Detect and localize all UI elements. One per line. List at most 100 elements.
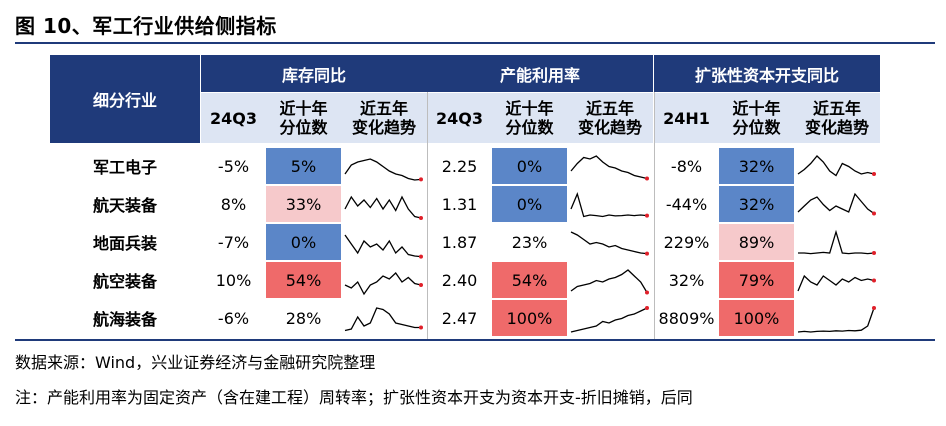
percentile-cell: 32% (719, 148, 794, 184)
percentile-cell: 54% (492, 262, 567, 298)
source-note: 数据来源：Wind，兴业证券经济与金融研究院整理 (15, 353, 376, 372)
sparkline-path (570, 155, 648, 180)
sparkline-end-dot (419, 177, 423, 182)
value-cell: 229% (663, 232, 710, 252)
sparkline-end-dot (419, 325, 423, 330)
table-top-rule (15, 42, 935, 44)
percentile-cell: 23% (511, 232, 548, 252)
value-cell: -44% (665, 194, 708, 214)
sparkline-path (344, 195, 422, 219)
footnote: 注：产能利用率为固定资产（含在建工程）周转率；扩张性资本开支为资本开支-折旧摊销… (15, 388, 693, 407)
percentile-cell: 0% (492, 186, 567, 222)
sparkline-end-dot (645, 306, 649, 310)
sparkline-path (344, 272, 422, 296)
percentile-cell: 5% (266, 148, 341, 184)
sparkline-end-dot (645, 176, 649, 181)
trend-sparkline (797, 274, 876, 292)
value-cell: 2.25 (441, 156, 478, 176)
sparkline-path (797, 307, 875, 333)
row-name: 航空装备 (92, 272, 157, 291)
percentile-cell: 100% (719, 300, 794, 336)
sparkline-path (570, 231, 648, 255)
value-cell: 8% (220, 194, 247, 214)
sparkline-end-dot (419, 254, 423, 259)
row-header-label: 细分行业 (50, 55, 200, 143)
trend-sparkline (797, 192, 876, 216)
trend-sparkline (344, 234, 423, 259)
value-cell: 32% (668, 270, 705, 290)
sparkline-path (344, 234, 422, 258)
trend-sparkline (797, 306, 876, 333)
percentile-cell: 32% (719, 186, 794, 222)
trend-sparkline (344, 272, 423, 296)
value-cell: 2.40 (441, 270, 478, 290)
subheader-0-1: 近十年 分位数 (266, 93, 341, 143)
trend-sparkline (570, 306, 649, 333)
row-name: 航海装备 (92, 310, 157, 329)
percentile-cell: 100% (492, 300, 567, 336)
subheader-1-2: 近五年 变化趋势 (567, 93, 653, 143)
percentile-cell: 33% (266, 186, 341, 222)
subheader-0-0: 24Q3 (201, 93, 266, 143)
table-bottom-rule (15, 339, 935, 341)
value-cell: 10% (215, 270, 252, 290)
trend-sparkline (344, 195, 423, 220)
trend-sparkline (570, 155, 649, 181)
row-name: 军工电子 (92, 158, 157, 177)
trend-sparkline (570, 269, 649, 295)
row-name: 地面兵装 (92, 234, 157, 253)
sparkline-end-dot (645, 213, 649, 218)
group-header-1: 产能利用率 (427, 55, 653, 92)
sparkline-end-dot (419, 216, 423, 220)
trend-sparkline (798, 229, 876, 255)
group-header-2: 扩张性资本开支同比 (654, 55, 880, 92)
value-cell: -8% (670, 156, 703, 176)
sparkline-path (570, 307, 648, 333)
percentile-cell: 54% (266, 262, 341, 298)
group-separator (654, 92, 655, 339)
sparkline-path (570, 269, 648, 293)
trend-sparkline (570, 192, 649, 218)
sparkline-end-dot (872, 172, 876, 176)
subheader-0-2: 近五年 变化趋势 (341, 93, 427, 143)
percentile-cell: 28% (285, 308, 322, 328)
sparkline-path (344, 158, 422, 181)
subheader-2-2: 近五年 变化趋势 (794, 93, 880, 143)
sparkline-path (797, 274, 875, 292)
subheader-1-0: 24Q3 (427, 93, 492, 143)
sparkline-end-dot (872, 278, 876, 283)
value-cell: -6% (217, 308, 250, 328)
percentile-cell: 89% (719, 224, 794, 260)
trend-sparkline (570, 231, 649, 256)
subheader-2-0: 24H1 (654, 93, 719, 143)
trend-sparkline (797, 155, 876, 177)
sparkline-path (344, 307, 421, 332)
sparkline-path (797, 155, 875, 177)
subheader-2-1: 近十年 分位数 (719, 93, 794, 143)
subheader-1-1: 近十年 分位数 (492, 93, 567, 143)
percentile-cell: 0% (492, 148, 567, 184)
group-separator (427, 92, 428, 339)
percentile-cell: 79% (719, 262, 794, 298)
value-cell: 1.31 (441, 194, 478, 214)
value-cell: -7% (217, 232, 250, 252)
row-name: 航天装备 (92, 196, 157, 215)
trend-sparkline (344, 307, 423, 332)
value-cell: 2.47 (441, 308, 478, 328)
sparkline-end-dot (645, 251, 649, 256)
sparkline-path (798, 229, 875, 255)
sparkline-end-dot (872, 306, 876, 310)
sparkline-end-dot (419, 283, 423, 287)
trend-sparkline (344, 158, 423, 182)
sparkline-path (797, 192, 875, 215)
sparkline-end-dot (872, 251, 876, 255)
value-cell: 1.87 (441, 232, 478, 252)
value-cell: 8809% (658, 308, 715, 328)
sparkline-path (570, 192, 648, 218)
figure-title: 图 10、军工行业供给侧指标 (15, 14, 277, 38)
group-header-0: 库存同比 (201, 55, 427, 92)
sparkline-end-dot (872, 211, 876, 216)
value-cell: -5% (217, 156, 250, 176)
percentile-cell: 0% (266, 224, 341, 260)
sparkline-end-dot (645, 290, 649, 295)
